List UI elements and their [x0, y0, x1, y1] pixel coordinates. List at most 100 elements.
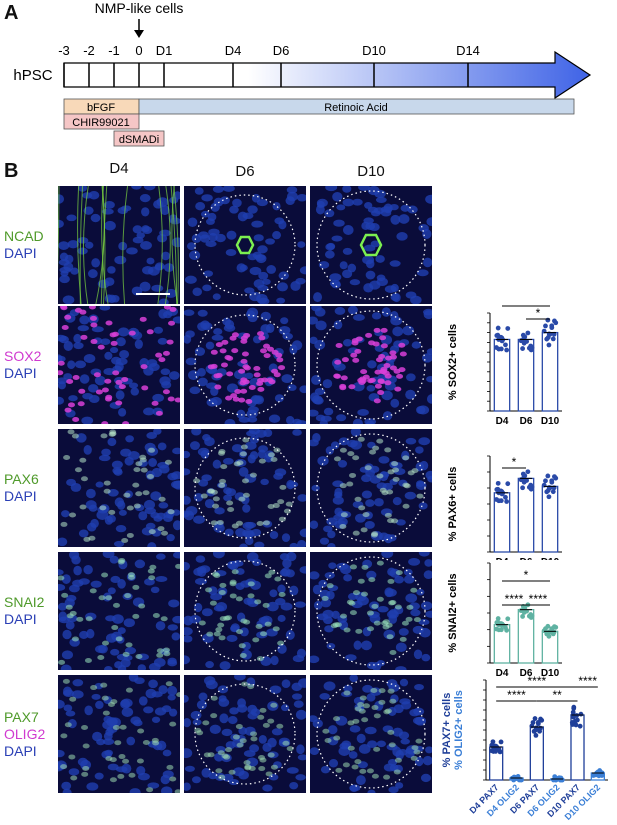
data-point [549, 626, 555, 631]
rosette-outline [194, 683, 296, 785]
y-axis-label: % PAX7+ cells [441, 693, 453, 768]
data-point [545, 488, 551, 493]
timeline-ticks: -3 -2 -1 0 D1 D4 D6 D10 D14 [58, 43, 480, 87]
data-point [503, 625, 508, 630]
data-point [505, 481, 511, 487]
data-point [546, 342, 552, 348]
data-point [528, 612, 534, 617]
marker-label: DAPI [4, 245, 37, 261]
significance-label: * [536, 306, 541, 320]
dsmadi-bar [113, 130, 165, 147]
marker-label: DAPI [4, 488, 37, 504]
data-point [545, 335, 551, 340]
data-point [505, 326, 511, 331]
x-tick-label: D10 [541, 668, 560, 679]
data-point [496, 747, 502, 752]
data-point [504, 347, 510, 353]
data-point [503, 494, 508, 500]
bfgf-label: bFGF [87, 102, 115, 114]
timeline-diagram: NMP-like cells -3 -2 -1 0 D1 D4 D6 D10 D14 hPSC … [13, 0, 592, 147]
data-point [522, 473, 528, 479]
data-point [528, 486, 534, 492]
data-point [494, 345, 499, 350]
data-point [571, 705, 577, 711]
data-point [498, 346, 504, 352]
micrograph-tile [58, 306, 180, 424]
data-point [577, 723, 583, 729]
data-point [499, 621, 505, 627]
micrograph-tile [58, 429, 180, 547]
data-point [569, 720, 575, 726]
data-point [489, 748, 494, 754]
data-point [505, 616, 511, 622]
data-point [493, 743, 499, 749]
data-point [552, 318, 557, 324]
significance-label: **** [507, 688, 526, 702]
ra-bar [138, 98, 575, 115]
data-point [495, 616, 501, 621]
arrow-label: NMP-like cells [95, 0, 184, 16]
significance-label: **** [527, 674, 546, 688]
x-tick-label: D6 [520, 668, 533, 679]
data-point [541, 628, 547, 634]
data-point [494, 497, 499, 502]
data-point [573, 722, 579, 728]
data-point [493, 748, 498, 754]
x-tick-label: D6 [520, 416, 533, 427]
data-point [504, 499, 510, 504]
data-point [520, 485, 526, 491]
timeline-tick-label: D10 [362, 43, 386, 58]
data-point [545, 630, 551, 636]
data-point [552, 474, 557, 479]
timeline-tick-label: 0 [135, 43, 142, 58]
rosette-outline [316, 190, 426, 300]
timeline-tick-label: -1 [108, 43, 120, 58]
data-point [597, 768, 603, 773]
data-point [495, 480, 501, 486]
rosette-outline [194, 194, 296, 296]
data-point [498, 739, 504, 745]
x-tick-label: D4 [496, 416, 509, 427]
data-point [551, 777, 556, 783]
data-point [503, 342, 508, 348]
micrograph-tile [184, 675, 306, 793]
timeline-tick-label: D6 [273, 43, 290, 58]
micrograph-tile [184, 186, 306, 304]
data-point [494, 626, 499, 632]
timeline-arrow [63, 50, 592, 100]
row-label: SOX2 DAPI [4, 348, 41, 382]
data-point [528, 482, 534, 488]
micrograph-tile [184, 429, 306, 547]
data-point [532, 716, 538, 721]
rosette-outline [316, 310, 426, 420]
data-point [578, 711, 584, 717]
significance-label: * [512, 455, 517, 469]
start-label: hPSC [13, 67, 52, 84]
data-point [543, 478, 548, 484]
micrograph-tile [58, 552, 180, 670]
data-point [525, 330, 531, 336]
data-point [528, 343, 534, 349]
significance-label: **** [578, 674, 597, 688]
rosette-outline [316, 433, 426, 543]
data-point [535, 720, 541, 725]
data-point [543, 323, 548, 329]
micrograph-tile [184, 306, 306, 424]
data-point [498, 627, 504, 633]
data-point [495, 619, 501, 625]
rosette-outline [194, 560, 296, 662]
column-header-d10: D10 [357, 163, 385, 180]
x-tick-label: D4 [496, 668, 509, 679]
data-point [549, 323, 555, 329]
ra-label: Retinoic Acid [324, 102, 388, 114]
micrograph-tile [310, 552, 432, 670]
micrograph-tile [58, 186, 180, 304]
data-point [545, 317, 551, 323]
chir-label: CHIR99021 [72, 117, 129, 129]
marker-label: NCAD [4, 228, 44, 244]
timeline-tick-label: D4 [225, 43, 242, 58]
timeline-tick-label: D14 [456, 43, 480, 58]
micrograph-tile [184, 552, 306, 670]
